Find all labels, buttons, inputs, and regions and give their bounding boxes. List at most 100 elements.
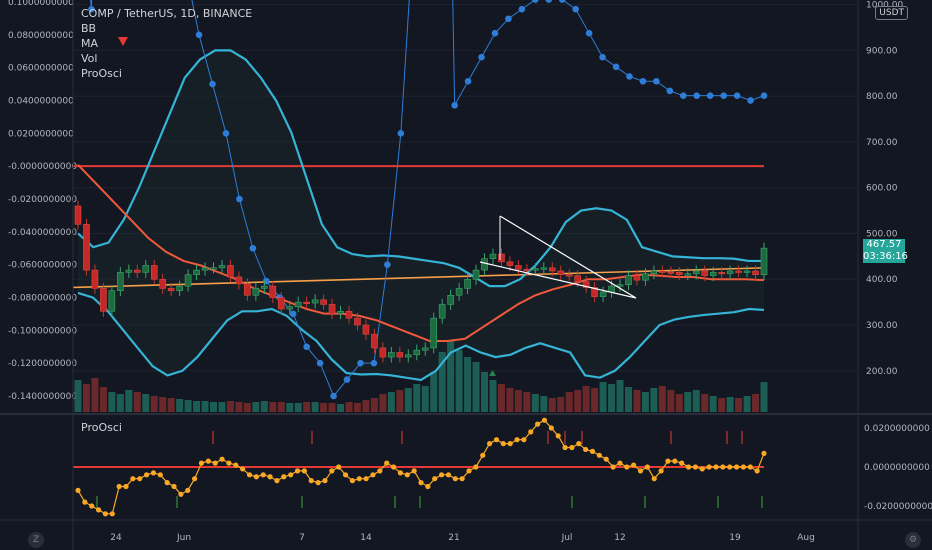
candle-body-31 [337,310,344,314]
candle-body-5 [117,272,124,291]
volume-bar-16 [210,402,218,412]
chart-legend: COMP / TetherUS, 1D, BINANCE BB MA Vol P… [81,6,252,81]
candle-body-24 [277,297,285,310]
candle-body-76 [718,272,725,275]
candle-body-21 [252,288,260,296]
left-tick-9: 0.0400000000 [8,97,74,107]
timezone-button[interactable]: Z [28,532,44,548]
osc-dot-55 [452,476,458,482]
candle-body-81 [760,247,768,275]
osc-dot-100 [761,450,767,456]
osc-tick-2: 0.0200000000 [864,424,930,434]
candle-body-28 [311,299,319,304]
candle-body-11 [167,288,175,291]
osc-dot-70 [555,433,561,439]
ma-line [77,164,765,343]
dot-19 [330,392,337,400]
dot-29 [464,77,472,85]
osc-dot-83 [644,464,650,470]
left-tick-2: -0.1000000000 [8,326,77,336]
osc-dot-37 [329,468,335,474]
osc-dot-24 [240,466,246,472]
volume-bar-42 [430,372,438,412]
volume-bar-41 [421,386,429,412]
volume-bar-25 [286,403,294,412]
left-tick-12: 0.1000000000 [8,0,74,8]
indicator-vol[interactable]: Vol [81,52,98,65]
volume-bar-36 [379,394,387,412]
volume-bar-69 [658,386,666,412]
volume-bar-33 [353,403,361,412]
volume-bar-61 [591,388,599,412]
candle-body-35 [371,333,378,349]
volume-bar-37 [387,392,395,412]
osc-dot-17 [192,476,198,482]
osc-dot-69 [548,425,554,431]
candle-body-45 [455,288,463,296]
volume-bar-72 [684,392,692,412]
settings-gear-icon[interactable]: ⚙ [905,532,921,548]
volume-bar-78 [735,398,743,412]
left-tick-0: -0.1400000000 [8,392,77,402]
candle-body-0 [74,205,82,225]
candle-body-75 [709,272,717,276]
candle-body-17 [218,265,226,269]
candle-body-4 [108,290,116,312]
volume-bar-10 [159,397,167,412]
volume-bar-31 [337,404,345,412]
indicator-bb[interactable]: BB [81,22,97,35]
candle-body-25 [286,306,294,310]
candle-body-77 [726,270,734,275]
candle-body-59 [574,275,581,282]
candle-body-12 [176,285,183,291]
osc-dot-94 [720,464,726,470]
right-tick-800: 800.00 [866,92,898,102]
currency-badge[interactable]: USDT [875,6,908,20]
osc-dot-7 [123,483,129,490]
osc-dot-9 [137,476,143,482]
volume-bar-67 [641,392,649,412]
symbol-title[interactable]: COMP / TetherUS, 1D, BINANCE [81,7,253,20]
osc-dot-72 [569,444,575,451]
dot-48 [720,92,727,99]
volume-bar-40 [413,384,421,412]
osc-dot-23 [233,462,239,468]
osc-dot-44 [377,468,383,474]
dot-18 [316,359,324,367]
candle-body-66 [633,275,641,281]
volume-bar-57 [557,397,565,412]
osc-dot-18 [198,460,205,466]
volume-bar-17 [218,402,226,412]
dot-33 [518,5,526,13]
candle-body-68 [650,270,658,275]
dot-23 [384,261,391,268]
candle-body-61 [591,287,598,297]
osc-dot-56 [459,476,465,482]
dot-42 [639,77,647,85]
sub-panel-label[interactable]: ProOsci [81,421,122,434]
volume-bar-11 [167,398,175,412]
volume-bar-35 [370,398,378,412]
candle-body-29 [320,299,327,305]
indicator-proosci[interactable]: ProOsci [81,67,122,80]
volume-bar-56 [548,398,556,412]
volume-bar-7 [133,392,141,412]
osc-dot-8 [130,476,136,482]
candle-body-73 [692,270,700,275]
indicator-ma[interactable]: MA [81,37,99,50]
candle-body-72 [684,273,692,276]
osc-dot-74 [583,446,589,453]
volume-bar-54 [531,394,539,412]
osc-dot-53 [438,472,445,478]
osc-dot-40 [349,478,355,484]
candle-body-34 [362,324,370,335]
candle-body-15 [201,267,209,271]
left-tick-8: 0.0200000000 [8,129,74,139]
osc-dot-3 [95,507,102,513]
candle-body-60 [582,281,590,288]
last-price: 467.57 [866,239,902,250]
osc-dot-82 [637,468,644,474]
dot-50 [747,97,754,104]
candle-body-63 [608,285,615,293]
